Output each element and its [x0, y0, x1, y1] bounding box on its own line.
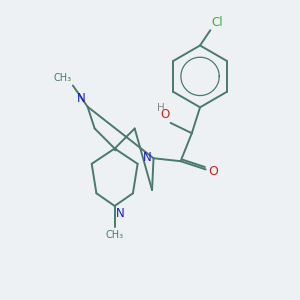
- Text: O: O: [208, 165, 218, 178]
- Text: CH₃: CH₃: [106, 230, 124, 239]
- Text: O: O: [161, 108, 170, 122]
- Text: H: H: [157, 103, 165, 113]
- Text: Cl: Cl: [212, 16, 223, 29]
- Text: N: N: [76, 92, 85, 105]
- Text: N: N: [143, 151, 152, 164]
- Text: N: N: [116, 207, 124, 220]
- Text: CH₃: CH₃: [54, 73, 72, 83]
